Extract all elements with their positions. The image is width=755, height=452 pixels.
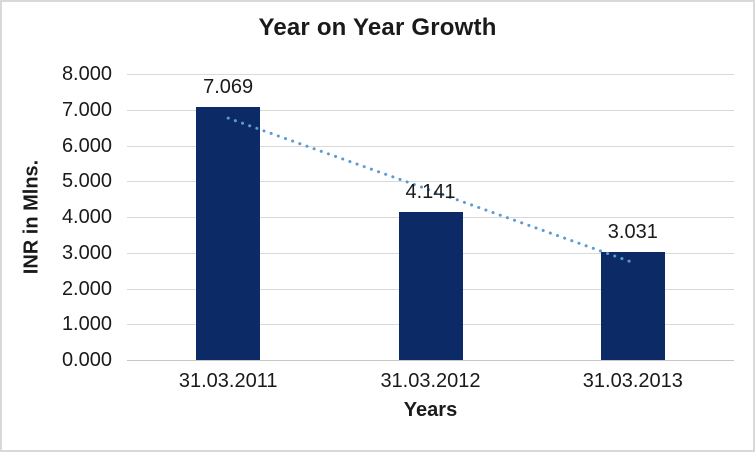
y-tick-label: 4.000: [61, 206, 112, 228]
x-category-label: 31.03.2011: [178, 370, 278, 392]
x-axis-line: [127, 360, 734, 361]
bar-value-label: 3.031: [607, 220, 658, 243]
x-category-label: 31.03.2013: [582, 370, 683, 392]
gridline: [127, 181, 734, 183]
y-tick-label: 0.000: [61, 349, 112, 371]
trendline-dotted-line: [226, 116, 635, 264]
y-tick-label: 3.000: [61, 241, 112, 264]
chart-title: Year on Year Growth: [258, 14, 497, 41]
y-tick-label: 6.000: [61, 134, 112, 157]
bar-value-label: 7.069: [203, 76, 254, 99]
y-tick-label: 8.000: [61, 63, 112, 85]
gridline: [127, 74, 734, 75]
bar: [398, 211, 463, 360]
bar-value-label: 4.141: [405, 180, 456, 203]
y-tick-label: 5.000: [61, 170, 112, 193]
gridline: [127, 109, 734, 111]
x-axis-title: Years: [403, 399, 458, 421]
y-tick-label: 1.000: [61, 313, 112, 336]
y-tick-label: 2.000: [61, 277, 112, 300]
bar: [600, 251, 665, 360]
bar: [196, 107, 261, 360]
x-category-label: 31.03.2012: [380, 370, 481, 392]
plot-area: [127, 74, 734, 361]
gridline: [127, 145, 734, 147]
trendline: [226, 116, 635, 264]
y-tick-label: 7.000: [61, 98, 112, 121]
